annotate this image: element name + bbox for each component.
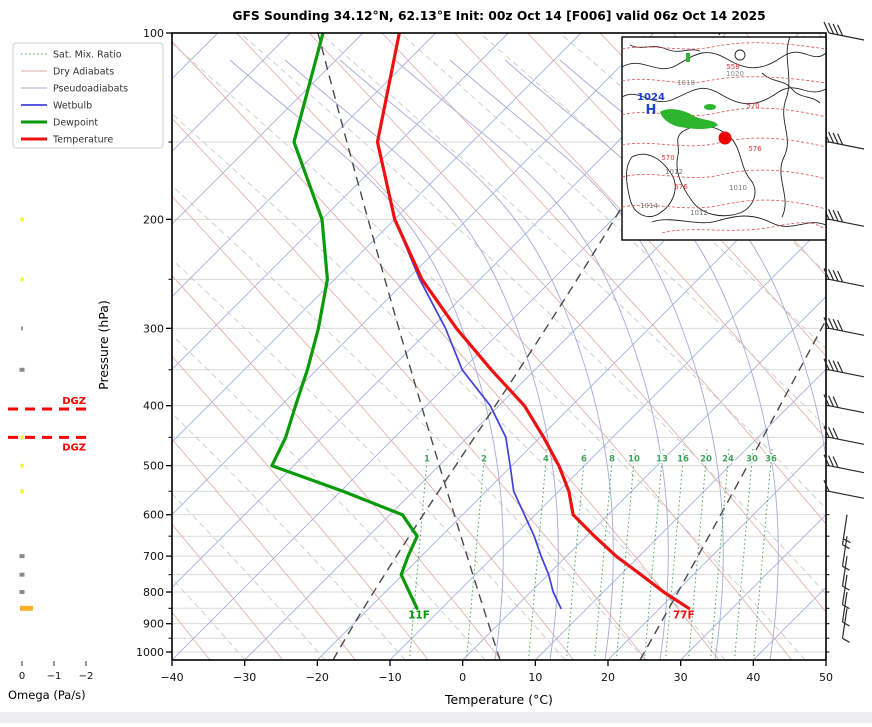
footer-strip [0,712,872,723]
y-tick-label: 200 [143,213,164,226]
mixing-ratio-label: 16 [677,455,689,465]
x-tick-label: 20 [601,671,615,684]
omega-bar [21,326,23,330]
omega-bar [20,606,33,611]
y-tick-label: 900 [143,618,164,631]
omega-tick-label: 0 [19,671,25,682]
x-tick-label: 0 [459,671,466,684]
omega-bar [20,368,25,372]
mixing-ratio-label: 20 [700,455,712,465]
x-tick-label: 40 [746,671,760,684]
map-label: 570 [661,154,674,162]
surface-temp-label: 77F [673,609,695,621]
omega-bar [21,277,24,281]
map-label: 1012 [690,209,708,217]
legend-label: Wetbulb [53,101,92,112]
surface-temp-label: 11F [408,609,430,621]
map-label: 576 [748,145,762,153]
omega-bar [21,464,24,468]
omega-axis-title: Omega (Pa/s) [8,688,86,702]
map-label: 1024 [637,92,665,103]
omega-tick-label: −1 [47,671,62,682]
map-label: 1018 [677,79,695,87]
y-tick-label: 600 [143,509,164,522]
legend: Sat. Mix. Ratio Dry Adiabats Pseudoadiabat… [13,43,163,148]
y-tick-label: 1000 [136,646,164,659]
mixing-ratio-label: 8 [609,455,615,465]
mixing-ratio-label: 4 [543,455,549,465]
y-tick-label: 800 [143,586,164,599]
omega-bar [21,435,24,439]
map-label: H [646,103,657,118]
dgz-label: DGZ [62,442,86,453]
omega-bar [20,590,25,594]
x-tick-label: −40 [160,671,183,684]
x-tick-label: −10 [378,671,401,684]
omega-bar [20,573,25,577]
mixing-ratio-label: 24 [722,455,734,465]
y-tick-label: 100 [143,27,164,40]
legend-label: Dry Adiabats [53,67,114,78]
chart-element [686,53,690,62]
y-tick-label: 300 [143,322,164,335]
y-axis-title: Pressure (hPa) [96,300,111,390]
mixing-ratio-label: 30 [746,455,758,465]
map-label: 576 [674,183,688,191]
legend-label: Temperature [52,135,113,146]
omega-bar [21,489,24,493]
x-tick-label: 10 [528,671,542,684]
mixing-ratio-label: 6 [581,455,587,465]
omega-tick-label: −2 [79,671,94,682]
mixing-ratio-label: 36 [765,455,777,465]
chart-element [704,104,716,110]
x-tick-label: −30 [233,671,256,684]
y-tick-label: 700 [143,550,164,563]
mixing-ratio-label: 13 [656,455,668,465]
y-tick-label: 500 [143,460,164,473]
map-label: 1020 [726,70,744,78]
dgz-label: DGZ [62,396,86,407]
x-tick-label: 50 [819,671,833,684]
x-tick-label: 30 [674,671,688,684]
map-label: 570 [746,102,759,110]
omega-bar [20,554,25,558]
map-label: 1012 [665,168,683,176]
map-label: 1010 [729,184,747,192]
legend-label: Dewpoint [53,118,98,129]
mixing-ratio-label: 10 [628,455,640,465]
map-label: 1014 [640,202,658,210]
legend-label: Pseudoadiabats [53,84,128,95]
map-label: 558 [726,63,739,71]
mixing-ratio-label: 1 [424,455,430,465]
omega-bar [21,217,24,221]
mixing-ratio-label: 2 [481,455,487,465]
x-tick-label: −20 [306,671,329,684]
y-tick-label: 400 [143,400,164,413]
sounding-location-marker [719,132,732,145]
legend-label: Sat. Mix. Ratio [53,50,122,61]
chart-title: GFS Sounding 34.12°N, 62.13°E Init: 00z … [232,9,765,23]
x-axis-title: Temperature (°C) [444,692,553,707]
